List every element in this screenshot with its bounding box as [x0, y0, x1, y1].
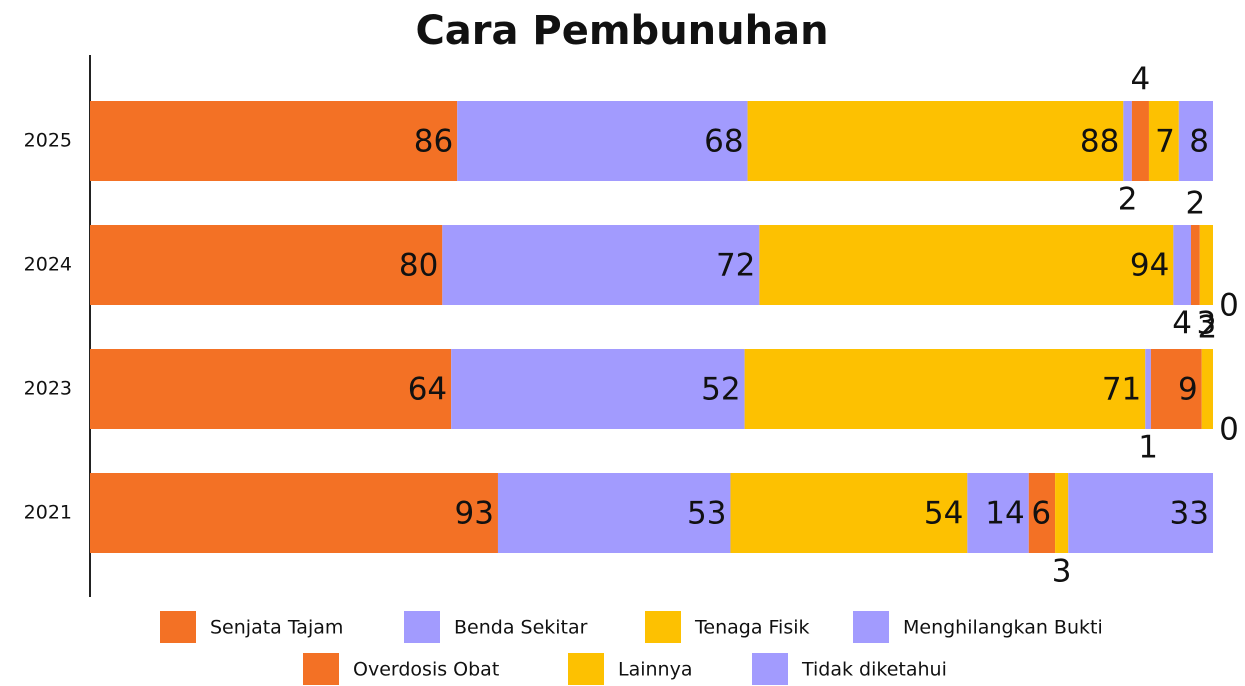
bar-segment — [759, 225, 1174, 305]
bar-segment — [90, 473, 498, 553]
legend-swatch — [752, 653, 788, 685]
data-label: 9 — [1178, 372, 1198, 408]
data-label: 4 — [1172, 306, 1192, 342]
legend-swatch — [404, 611, 440, 643]
legend-label: Tenaga Fisik — [694, 617, 810, 639]
data-label: 14 — [985, 496, 1024, 532]
y-tick-label: 2024 — [24, 254, 72, 276]
data-label: 86 — [414, 124, 453, 160]
bar-segment — [1068, 473, 1213, 553]
legend-swatch — [645, 611, 681, 643]
bar-segment — [1173, 225, 1191, 305]
data-label: 94 — [1130, 248, 1169, 284]
data-label: 8 — [1189, 124, 1209, 160]
bar-segment — [1123, 101, 1132, 181]
bar-segment — [1201, 349, 1213, 429]
data-label: 7 — [1155, 124, 1175, 160]
data-label: 4 — [1131, 62, 1151, 98]
y-tick-label: 2025 — [24, 130, 72, 152]
legend-label: Senjata Tajam — [210, 617, 343, 639]
legend-label: Menghilangkan Bukti — [903, 617, 1103, 639]
data-label: 54 — [924, 496, 963, 532]
data-label: 88 — [1080, 124, 1119, 160]
y-tick-label: 2023 — [24, 378, 72, 400]
chart-title: Cara Pembunuhan — [415, 8, 828, 54]
legend-swatch — [568, 653, 604, 685]
data-label: 1 — [1138, 430, 1158, 466]
bar-segment — [1131, 101, 1149, 181]
bar-segment — [457, 101, 748, 181]
bar-segment — [1178, 101, 1213, 181]
data-label: 93 — [455, 496, 494, 532]
data-label: 3 — [1052, 554, 1072, 590]
data-label: 2 — [1118, 182, 1138, 218]
data-label: 72 — [716, 248, 755, 284]
data-label: 2 — [1197, 310, 1217, 346]
bar-segment — [1199, 225, 1213, 305]
bar-segment — [497, 473, 731, 553]
data-label: 71 — [1102, 372, 1141, 408]
data-label: 0 — [1219, 412, 1239, 448]
legend-swatch — [853, 611, 889, 643]
bar-segment — [1055, 473, 1069, 553]
data-label: 2 — [1186, 186, 1206, 222]
data-label: 80 — [399, 248, 438, 284]
bar-segment — [1190, 225, 1200, 305]
legend-label: Benda Sekitar — [454, 617, 588, 639]
bar-segment — [967, 473, 1029, 553]
legend-swatch — [160, 611, 196, 643]
bar-segment — [90, 349, 452, 429]
data-label: 68 — [704, 124, 743, 160]
bar-segment — [1150, 349, 1202, 429]
legend-label: Lainnya — [618, 659, 692, 681]
bar-segment — [442, 225, 760, 305]
legend-label: Overdosis Obat — [353, 659, 499, 681]
data-label: 64 — [408, 372, 447, 408]
legend-swatch — [303, 653, 339, 685]
data-label: 53 — [687, 496, 726, 532]
bar-segment — [744, 349, 1146, 429]
data-label: 33 — [1170, 496, 1209, 532]
data-label: 3 — [1197, 306, 1217, 342]
data-label: 0 — [1219, 288, 1239, 324]
bar-segment — [1145, 349, 1151, 429]
bar-segment — [90, 225, 443, 305]
data-label: 6 — [1031, 496, 1051, 532]
data-label: 52 — [701, 372, 740, 408]
y-tick-label: 2021 — [24, 502, 72, 524]
legend-label: Tidak diketahui — [801, 659, 947, 681]
bar-segment — [730, 473, 968, 553]
bar-segment — [451, 349, 745, 429]
bar-segment — [1028, 473, 1056, 553]
bar-segment — [1148, 101, 1179, 181]
bar-segment — [747, 101, 1124, 181]
bar-segment — [90, 101, 458, 181]
